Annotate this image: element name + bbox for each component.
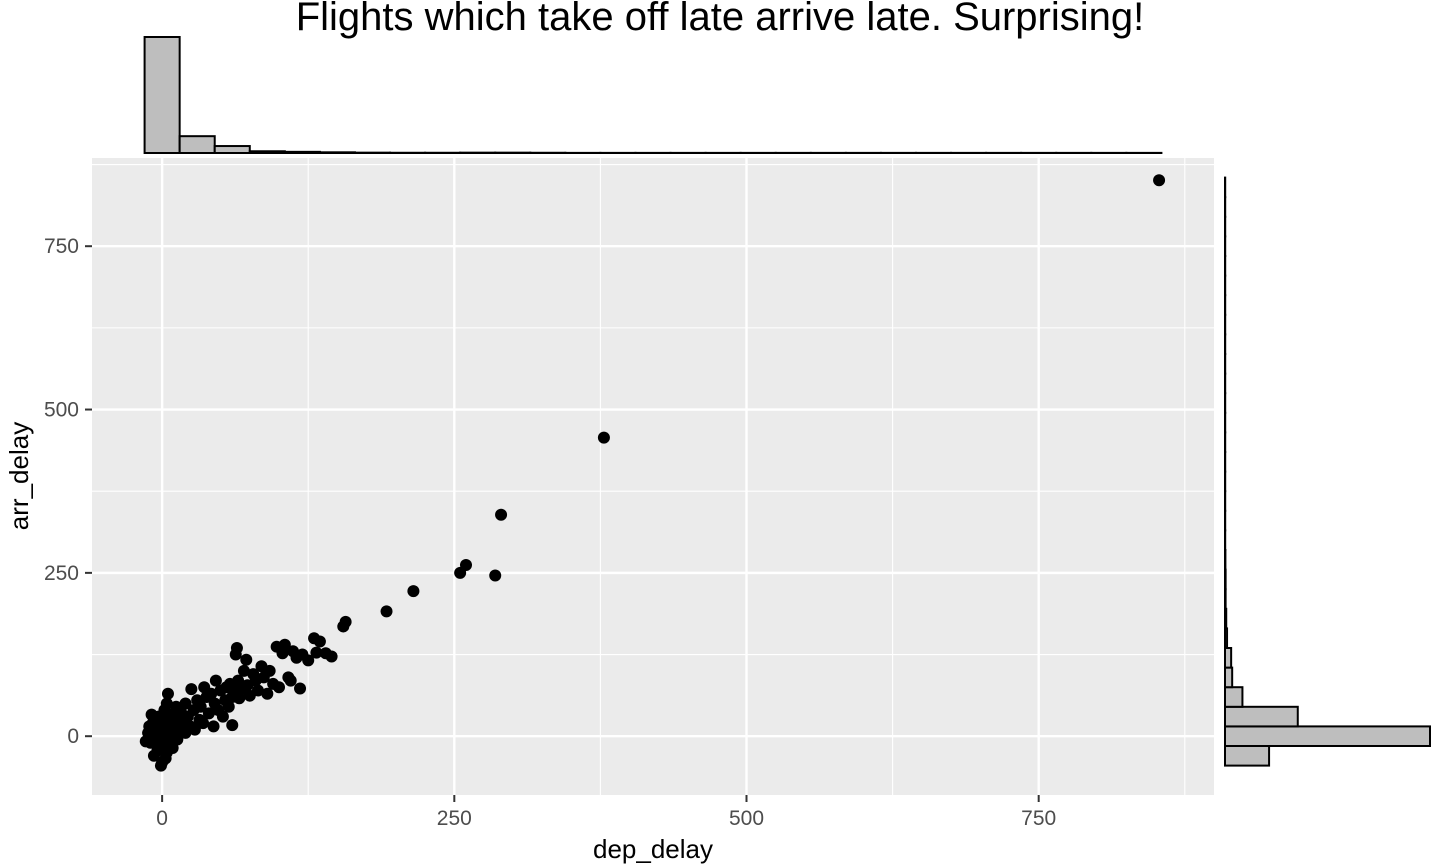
data-point — [278, 638, 291, 651]
top-histogram-bar — [318, 151, 356, 155]
right-histogram-bar — [1224, 705, 1299, 728]
data-point — [197, 717, 210, 730]
data-point — [230, 642, 243, 654]
data-point — [207, 720, 220, 733]
data-point — [325, 650, 338, 663]
data-point — [222, 700, 235, 713]
right-histogram-bar — [1224, 568, 1227, 591]
data-point — [460, 559, 472, 572]
data-point — [139, 735, 152, 748]
top-histogram-bar — [213, 145, 251, 154]
data-point — [202, 707, 215, 720]
right-histogram-bar — [1224, 686, 1244, 708]
data-point — [226, 719, 239, 732]
data-point — [209, 674, 222, 687]
data-point — [145, 708, 158, 721]
data-point — [161, 687, 174, 700]
right-histogram-bar — [1224, 627, 1229, 650]
data-point — [205, 687, 218, 700]
y-axis-label: arr_delay — [4, 422, 34, 530]
right-histogram-bar — [1224, 745, 1271, 767]
y-tick-label: 750 — [44, 235, 79, 258]
y-tick-label: 0 — [67, 725, 79, 748]
y-tick-label: 250 — [44, 562, 79, 585]
top-histogram — [143, 36, 1163, 155]
data-point — [284, 674, 297, 687]
data-point — [1153, 174, 1166, 187]
x-tick-label: 750 — [1021, 807, 1056, 830]
data-point — [251, 684, 264, 697]
grid-lines — [92, 158, 1214, 795]
data-point — [171, 733, 184, 746]
x-axis: 0 250 500 750 — [156, 795, 1056, 830]
data-point — [237, 664, 250, 677]
data-point — [152, 738, 165, 751]
data-point — [261, 687, 274, 700]
top-histogram-bar — [248, 150, 286, 154]
chart-title: Flights which take off late arrive late.… — [296, 0, 1145, 39]
data-point — [163, 724, 176, 737]
y-axis: 0 250 500 750 — [44, 235, 92, 748]
plot-panel — [92, 158, 1214, 795]
x-tick-label: 250 — [437, 807, 472, 830]
x-axis-label: dep_delay — [593, 834, 713, 864]
right-histogram-bar — [1224, 666, 1234, 689]
data-point — [597, 431, 610, 444]
data-point — [160, 697, 173, 710]
data-point — [185, 683, 198, 696]
data-point — [154, 759, 167, 772]
data-point — [273, 681, 285, 694]
data-point — [216, 710, 229, 723]
data-point — [310, 646, 323, 659]
x-tick-label: 0 — [156, 807, 168, 830]
right-histogram — [1224, 176, 1431, 767]
data-point — [495, 508, 508, 521]
data-point — [188, 723, 201, 736]
data-point — [240, 653, 253, 666]
scatter-points — [139, 174, 1166, 772]
right-histogram-bar — [1224, 588, 1227, 610]
right-histogram-bar — [1224, 725, 1431, 748]
data-point — [143, 720, 156, 733]
top-histogram-bar — [143, 36, 181, 154]
top-histogram-bar — [178, 135, 216, 154]
data-point — [194, 700, 207, 713]
data-point — [407, 585, 420, 598]
data-point — [302, 654, 315, 667]
data-point — [263, 664, 276, 677]
data-point — [179, 697, 192, 710]
x-tick-label: 500 — [729, 807, 764, 830]
data-point — [233, 692, 246, 705]
top-histogram-bar — [283, 150, 321, 154]
y-tick-label: 500 — [44, 399, 79, 422]
data-point — [339, 615, 352, 628]
right-histogram-bar — [1224, 647, 1233, 669]
data-point — [313, 635, 326, 648]
data-point — [489, 569, 502, 582]
data-point — [294, 682, 307, 695]
data-point — [380, 605, 393, 618]
right-histogram-bar — [1224, 607, 1228, 630]
